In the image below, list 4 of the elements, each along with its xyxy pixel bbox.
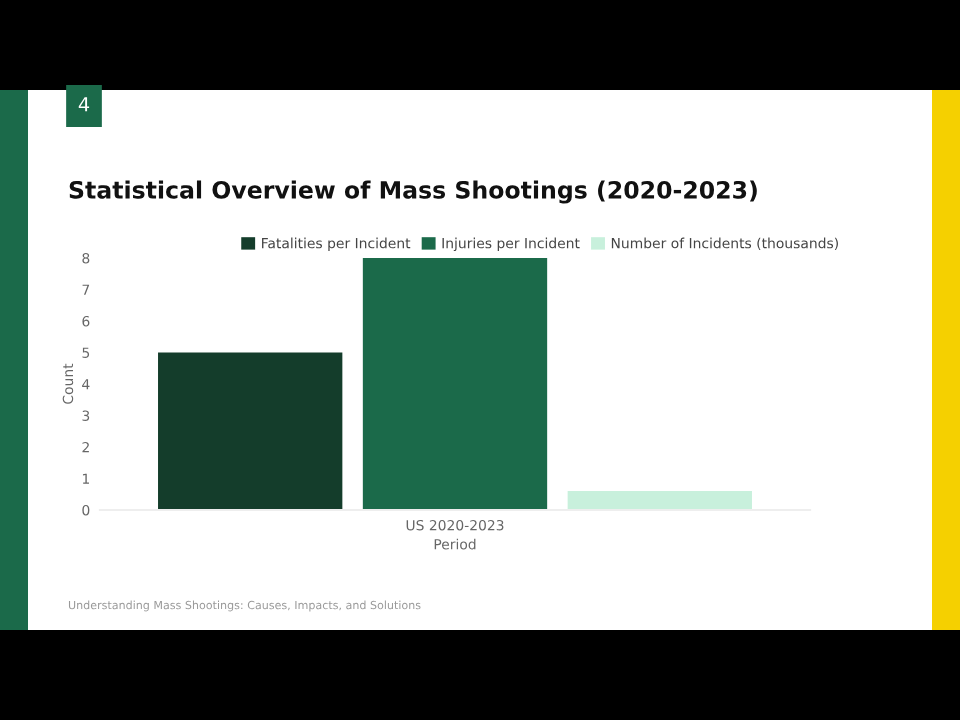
bar xyxy=(567,491,752,510)
bar xyxy=(362,258,548,510)
chart-title: Statistical Overview of Mass Shootings (2020-2023) xyxy=(69,180,757,204)
bar xyxy=(158,352,343,510)
